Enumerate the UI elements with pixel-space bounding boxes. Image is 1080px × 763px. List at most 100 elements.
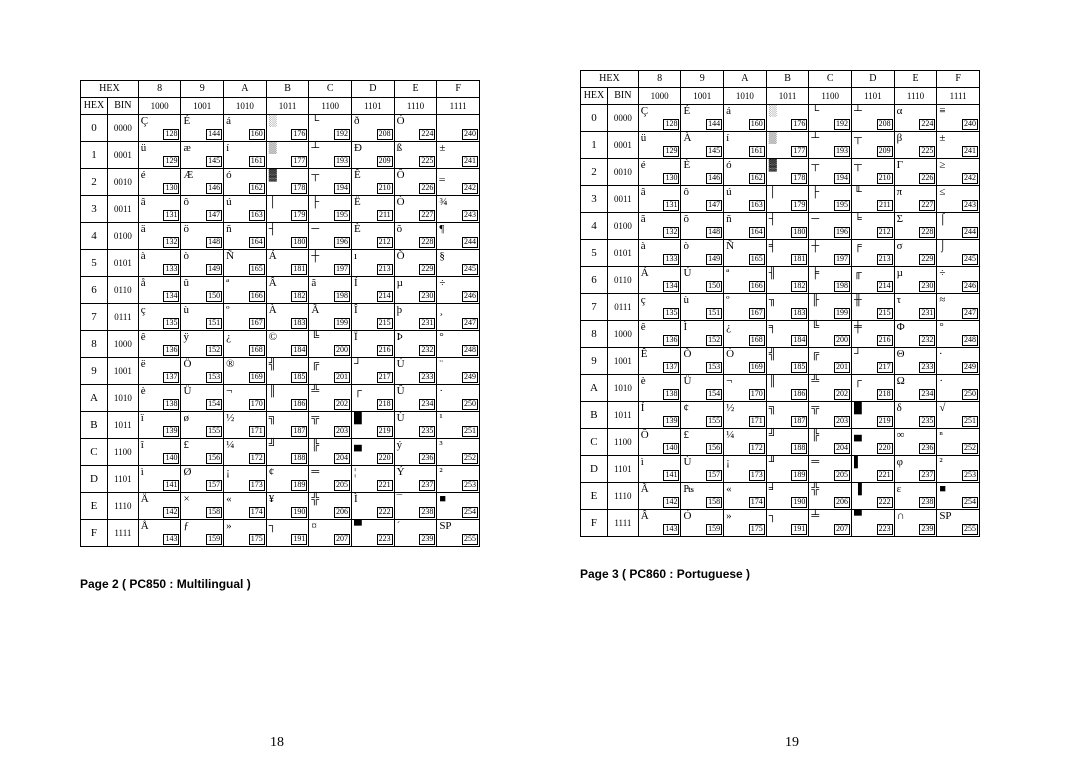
char-decimal: 164: [249, 237, 265, 248]
char-glyph: Ä: [141, 494, 149, 505]
char-decimal: 154: [206, 399, 222, 410]
char-decimal: 217: [877, 362, 893, 373]
char-cell: ╣185: [766, 348, 809, 375]
char-glyph: ╦: [311, 413, 319, 424]
char-cell: ©184: [266, 331, 309, 358]
char-decimal: 248: [962, 335, 978, 346]
char-cell: ■254: [437, 493, 480, 520]
char-decimal: 231: [419, 318, 435, 329]
char-decimal: 250: [462, 399, 478, 410]
char-cell: Ê210: [352, 169, 395, 196]
char-cell: ╫215: [852, 294, 895, 321]
char-cell: ╔201: [809, 348, 852, 375]
char-cell: ╡181: [766, 240, 809, 267]
row-bin: 0101: [107, 250, 138, 277]
char-decimal: 169: [749, 362, 765, 373]
char-glyph: Þ: [397, 332, 403, 343]
char-decimal: 181: [291, 264, 307, 275]
char-glyph: Ñ: [726, 241, 734, 252]
char-glyph: ı: [354, 251, 357, 262]
col-hex: B: [266, 81, 309, 98]
char-cell: à133: [138, 250, 181, 277]
char-decimal: 141: [663, 470, 679, 481]
char-glyph: ÷: [439, 278, 445, 289]
char-glyph: ┘: [854, 349, 862, 360]
char-cell: ■254: [937, 483, 980, 510]
char-cell: ε238: [894, 483, 937, 510]
char-cell: ò149: [681, 240, 724, 267]
char-decimal: 208: [377, 129, 393, 140]
row-bin: 1100: [607, 429, 638, 456]
char-glyph: ä: [141, 224, 146, 235]
char-decimal: 242: [462, 183, 478, 194]
char-glyph: Ú: [397, 359, 405, 370]
char-decimal: 153: [706, 362, 722, 373]
row-bin: 1001: [107, 358, 138, 385]
char-decimal: 172: [749, 443, 765, 454]
char-decimal: 192: [334, 129, 350, 140]
char-decimal: 191: [791, 524, 807, 535]
page-number-left: 18: [270, 735, 284, 751]
char-decimal: 218: [377, 399, 393, 410]
col-bin: 1011: [766, 88, 809, 105]
char-decimal: 142: [163, 507, 179, 518]
char-cell: ╣185: [266, 358, 309, 385]
char-glyph: ╔: [311, 359, 319, 370]
char-glyph: ç: [141, 305, 146, 316]
col-bin: 1010: [224, 98, 267, 115]
char-glyph: á: [226, 116, 231, 127]
char-decimal: 158: [706, 497, 722, 508]
char-glyph: ▀: [354, 521, 362, 532]
char-cell: Ü154: [181, 385, 224, 412]
char-decimal: 141: [163, 480, 179, 491]
char-decimal: 226: [419, 183, 435, 194]
char-cell: ░176: [766, 105, 809, 132]
char-cell: ë137: [138, 358, 181, 385]
char-glyph: ±: [939, 133, 945, 144]
char-cell: Û234: [394, 385, 437, 412]
col-bin: 1110: [894, 88, 937, 105]
char-decimal: 162: [749, 173, 765, 184]
char-cell: ░176: [266, 115, 309, 142]
char-cell: ô147: [181, 196, 224, 223]
char-decimal: 216: [877, 335, 893, 346]
char-glyph: └: [811, 106, 819, 117]
char-glyph: ²: [939, 457, 942, 468]
char-decimal: 163: [749, 200, 765, 211]
char-decimal: 165: [749, 254, 765, 265]
char-glyph: Ù: [397, 413, 405, 424]
char-cell: Ó159: [681, 510, 724, 537]
char-decimal: 152: [206, 345, 222, 356]
char-decimal: 246: [962, 281, 978, 292]
col-bin: 1000: [138, 98, 181, 115]
char-glyph: «: [226, 494, 232, 505]
char-decimal: 224: [919, 119, 935, 130]
char-cell: ¬170: [224, 385, 267, 412]
char-glyph: ñ: [726, 214, 732, 225]
char-glyph: ═: [811, 457, 819, 468]
char-cell: ø155: [181, 412, 224, 439]
char-cell: ù151: [181, 304, 224, 331]
char-glyph: Ç: [141, 116, 148, 127]
char-decimal: 169: [249, 372, 265, 383]
char-decimal: 219: [377, 426, 393, 437]
char-cell: ╦203: [309, 412, 352, 439]
char-cell: ┼197: [309, 250, 352, 277]
char-glyph: ⁿ: [939, 430, 942, 441]
char-cell: ó162: [724, 159, 767, 186]
char-decimal: 144: [206, 129, 222, 140]
char-cell: ê136: [638, 321, 681, 348]
row-hex: 7: [581, 294, 608, 321]
char-decimal: 181: [791, 254, 807, 265]
char-cell: ╞198: [809, 267, 852, 294]
char-glyph: ├: [311, 197, 319, 208]
char-decimal: 225: [419, 156, 435, 167]
char-decimal: 128: [663, 119, 679, 130]
char-glyph: Ú: [683, 268, 691, 279]
char-decimal: 132: [663, 227, 679, 238]
char-decimal: 253: [462, 480, 478, 491]
char-cell: ù151: [681, 294, 724, 321]
char-glyph: Ë: [354, 197, 361, 208]
char-cell: Ö153: [181, 358, 224, 385]
char-cell: ╩202: [809, 375, 852, 402]
